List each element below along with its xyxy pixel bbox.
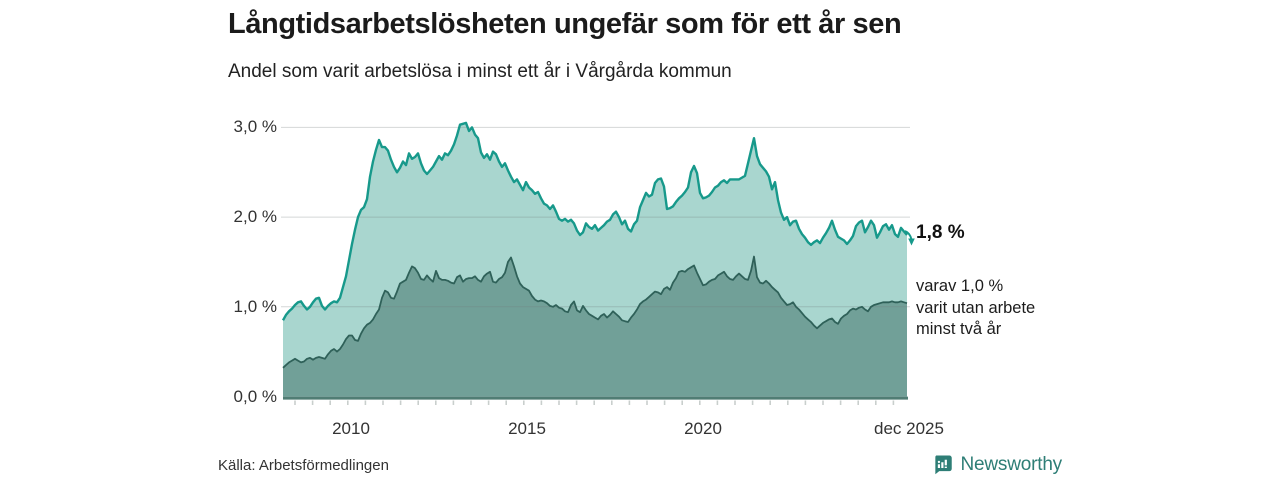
series-end-value-label: 1,8 %: [916, 222, 965, 243]
newsworthy-logo-icon: [935, 455, 952, 475]
annotation-line-1: varav 1,0 %: [916, 277, 1004, 295]
series2-line: [282, 255, 908, 369]
x-tick-label-2020: 2020: [684, 419, 722, 438]
x-tick-label-2010: 2010: [332, 419, 370, 438]
newsworthy-brand: Newsworthy: [933, 452, 1062, 477]
annotation-line-3: minst två år: [916, 320, 1002, 338]
series2-end-annotation: varav 1,0 % varit utan arbete minst två …: [916, 276, 1035, 341]
y-tick-label-1: 1,0 %: [233, 297, 277, 316]
page-title: Långtidsarbetslösheten ungefär som för e…: [228, 8, 902, 40]
y-tick-label-3: 3,0 %: [233, 117, 277, 136]
end-arrow-head: [908, 238, 915, 246]
x-tick-label-2015: 2015: [508, 419, 546, 438]
y-tick-label-0: 0,0 %: [233, 387, 277, 406]
x-tick-label-dec-2025: dec 2025: [874, 419, 944, 438]
series2-area-fill: [283, 256, 907, 397]
source-attribution: Källa: Arbetsförmedlingen: [218, 457, 389, 474]
series1-line: [281, 121, 908, 321]
annotation-line-2: varit utan arbete: [916, 298, 1036, 317]
end-arrow-shaft: [904, 230, 913, 240]
chart-subtitle: Andel som varit arbetslösa i minst ett å…: [228, 61, 732, 82]
brand-wordmark: Newsworthy: [960, 453, 1063, 475]
y-tick-label-2: 2,0 %: [233, 207, 277, 226]
